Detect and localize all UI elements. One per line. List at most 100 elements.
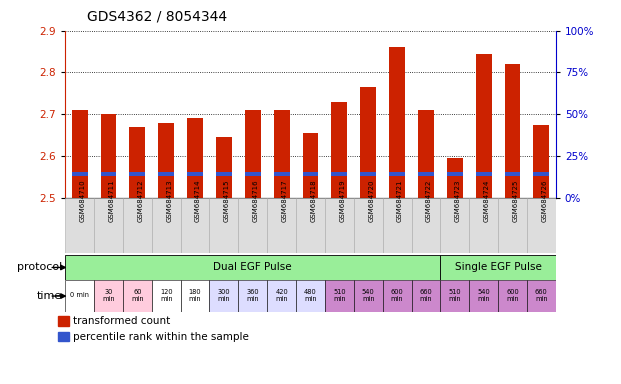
Bar bbox=[440, 280, 469, 312]
Bar bbox=[238, 198, 267, 253]
Bar bbox=[332, 172, 347, 176]
Bar bbox=[158, 122, 174, 198]
Bar bbox=[498, 198, 527, 253]
Bar bbox=[101, 172, 116, 176]
Bar bbox=[71, 172, 88, 176]
Text: GSM684720: GSM684720 bbox=[368, 179, 374, 222]
Bar bbox=[152, 280, 181, 312]
Bar bbox=[476, 172, 492, 176]
Bar bbox=[216, 137, 232, 198]
Text: 600
min: 600 min bbox=[391, 289, 404, 302]
Text: 540
min: 540 min bbox=[362, 289, 374, 302]
Bar bbox=[332, 102, 347, 198]
Bar bbox=[476, 54, 492, 198]
Bar bbox=[440, 255, 556, 280]
Bar bbox=[418, 110, 434, 198]
Bar bbox=[65, 280, 94, 312]
Text: GSM684716: GSM684716 bbox=[253, 179, 259, 222]
Text: 120
min: 120 min bbox=[160, 289, 173, 302]
Text: GDS4362 / 8054344: GDS4362 / 8054344 bbox=[87, 10, 227, 23]
Text: 0 min: 0 min bbox=[70, 293, 89, 298]
Bar bbox=[71, 110, 88, 198]
Bar bbox=[245, 172, 261, 176]
Text: GSM684718: GSM684718 bbox=[310, 179, 317, 222]
Bar bbox=[123, 198, 152, 253]
Bar bbox=[389, 172, 405, 176]
Bar bbox=[158, 172, 174, 176]
Text: GSM684710: GSM684710 bbox=[79, 179, 86, 222]
Bar bbox=[209, 198, 238, 253]
Text: GSM684714: GSM684714 bbox=[195, 179, 201, 222]
Bar bbox=[354, 280, 383, 312]
Bar bbox=[533, 172, 550, 176]
Bar bbox=[296, 280, 325, 312]
Bar bbox=[447, 158, 463, 198]
Bar bbox=[325, 280, 354, 312]
Bar bbox=[129, 172, 145, 176]
Bar bbox=[181, 280, 209, 312]
Bar bbox=[123, 280, 152, 312]
Text: 660
min: 660 min bbox=[420, 289, 432, 302]
Bar bbox=[469, 280, 498, 312]
Text: percentile rank within the sample: percentile rank within the sample bbox=[73, 332, 249, 342]
Bar bbox=[498, 280, 527, 312]
Bar bbox=[245, 110, 261, 198]
Bar bbox=[274, 172, 289, 176]
Bar bbox=[360, 87, 376, 198]
Text: GSM684717: GSM684717 bbox=[282, 179, 288, 222]
Text: 510
min: 510 min bbox=[333, 289, 346, 302]
Text: Single EGF Pulse: Single EGF Pulse bbox=[455, 262, 542, 273]
Bar bbox=[187, 118, 203, 198]
Bar bbox=[383, 280, 412, 312]
Text: GSM684712: GSM684712 bbox=[137, 179, 143, 222]
Text: GSM684715: GSM684715 bbox=[224, 179, 230, 222]
Text: time: time bbox=[37, 291, 62, 301]
Bar bbox=[181, 198, 209, 253]
Text: GSM684719: GSM684719 bbox=[339, 179, 345, 222]
Bar bbox=[302, 172, 319, 176]
Bar bbox=[533, 125, 550, 198]
Bar bbox=[325, 198, 354, 253]
Text: GSM684726: GSM684726 bbox=[542, 179, 547, 222]
Text: 600
min: 600 min bbox=[506, 289, 519, 302]
Bar bbox=[101, 114, 116, 198]
Bar bbox=[447, 172, 463, 176]
Bar bbox=[65, 255, 440, 280]
Bar bbox=[238, 280, 267, 312]
Text: GSM684721: GSM684721 bbox=[397, 179, 403, 222]
Bar bbox=[267, 198, 296, 253]
Text: 660
min: 660 min bbox=[535, 289, 548, 302]
Text: GSM684724: GSM684724 bbox=[484, 179, 489, 222]
Text: 420
min: 420 min bbox=[275, 289, 288, 302]
Bar bbox=[389, 48, 405, 198]
Bar bbox=[302, 133, 319, 198]
Bar bbox=[58, 332, 69, 341]
Text: GSM684711: GSM684711 bbox=[109, 179, 114, 222]
Text: GSM684722: GSM684722 bbox=[426, 179, 432, 222]
Bar bbox=[505, 64, 520, 198]
Bar bbox=[274, 110, 289, 198]
Bar bbox=[129, 127, 145, 198]
Bar bbox=[354, 198, 383, 253]
Bar bbox=[440, 198, 469, 253]
Text: 540
min: 540 min bbox=[478, 289, 490, 302]
Bar bbox=[505, 172, 520, 176]
Text: 60
min: 60 min bbox=[131, 289, 143, 302]
Bar bbox=[296, 198, 325, 253]
Text: 360
min: 360 min bbox=[247, 289, 259, 302]
Bar bbox=[360, 172, 376, 176]
Bar bbox=[216, 172, 232, 176]
Bar bbox=[209, 280, 238, 312]
Bar bbox=[152, 198, 181, 253]
Text: 300
min: 300 min bbox=[217, 289, 230, 302]
Bar bbox=[65, 198, 94, 253]
Bar bbox=[58, 316, 69, 326]
Bar bbox=[527, 198, 556, 253]
Text: protocol: protocol bbox=[17, 262, 62, 273]
Text: GSM684725: GSM684725 bbox=[512, 179, 519, 222]
Bar bbox=[527, 280, 556, 312]
Text: transformed count: transformed count bbox=[73, 316, 170, 326]
Bar bbox=[94, 280, 123, 312]
Text: Dual EGF Pulse: Dual EGF Pulse bbox=[214, 262, 292, 273]
Bar bbox=[267, 280, 296, 312]
